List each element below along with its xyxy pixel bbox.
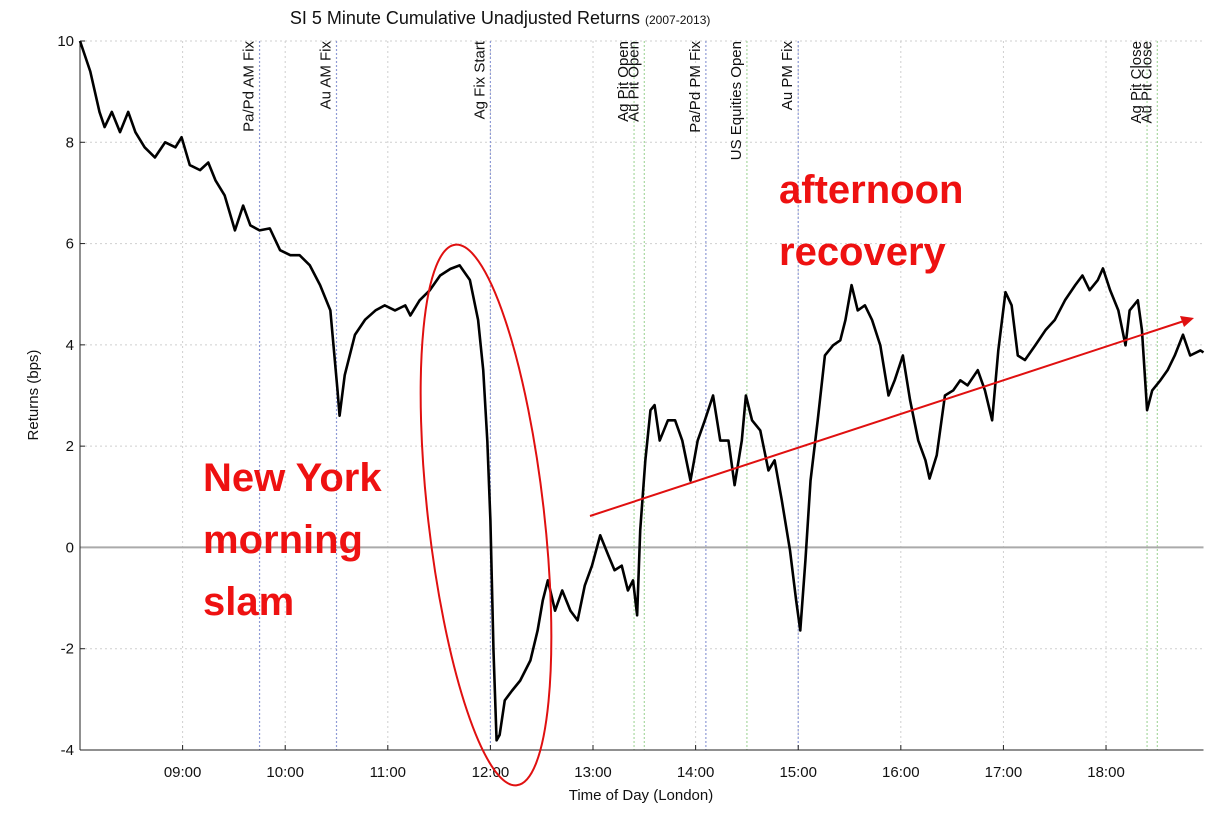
grid: [80, 40, 1204, 751]
x-tick-label: 09:00: [164, 764, 202, 781]
series-line: [78, 40, 1205, 742]
axes: -4 -2 0 2 4 6 8 10 09:00 10:00 11:00 12:00 13:00 14:0…: [57, 33, 1204, 781]
y-axis-label: Returns (bps): [25, 350, 42, 441]
annotation-text: New York: [203, 456, 382, 500]
event-label: US Equities Open: [728, 41, 745, 160]
x-tick-label: 18:00: [1087, 764, 1125, 781]
annotation-text: recovery: [779, 230, 947, 274]
event-label: Au Pit Close: [1138, 41, 1155, 124]
x-tick-label: 12:00: [472, 764, 510, 781]
annotation-text: slam: [203, 580, 294, 624]
x-tick-label: 17:00: [985, 764, 1023, 781]
x-tick-label: 15:00: [779, 764, 817, 781]
chart-title-note: (2007-2013): [645, 13, 710, 27]
y-tick-label: 10: [57, 33, 74, 50]
plot: [78, 40, 1205, 742]
event-label: Au PM Fix: [779, 41, 796, 111]
highlight-ellipse: [419, 243, 553, 787]
event-label: Ag Pit Open: [615, 41, 632, 122]
event-label: Au AM Fix: [318, 41, 335, 110]
x-axis-label: Time of Day (London): [569, 787, 714, 804]
events: Pa/Pd AM Fix Au AM Fix Ag Fix Start Ag Pit …: [241, 40, 1158, 750]
event-label: Pa/Pd AM Fix: [241, 41, 258, 132]
event-label: Pa/Pd PM Fix: [687, 41, 704, 133]
annotation-text: afternoon: [779, 168, 963, 212]
y-tick-label: 4: [66, 337, 74, 354]
trend-arrow-head: [1180, 316, 1194, 327]
x-tick-label: 16:00: [882, 764, 920, 781]
annotations: afternoon recovery New York morning slam: [203, 168, 1194, 787]
y-tick-label: 8: [66, 134, 74, 151]
x-tick-label: 13:00: [574, 764, 612, 781]
y-tick-label: -2: [61, 641, 74, 658]
x-tick-label: 11:00: [370, 764, 406, 781]
y-tick-label: -4: [61, 742, 74, 759]
y-tick-label: 2: [66, 438, 74, 455]
x-tick-label: 14:00: [677, 764, 715, 781]
x-tick-label: 10:00: [266, 764, 304, 781]
y-tick-label: 6: [66, 236, 74, 253]
event-label: Ag Fix Start: [471, 40, 488, 119]
annotation-text: morning: [203, 518, 363, 562]
chart-title: SI 5 Minute Cumulative Unadjusted Return…: [290, 8, 640, 28]
event-label: Au Pit Open: [625, 41, 642, 122]
event-label: Ag Pit Close: [1128, 41, 1145, 124]
trend-arrow: [589, 320, 1185, 517]
y-tick-label: 0: [66, 539, 74, 556]
